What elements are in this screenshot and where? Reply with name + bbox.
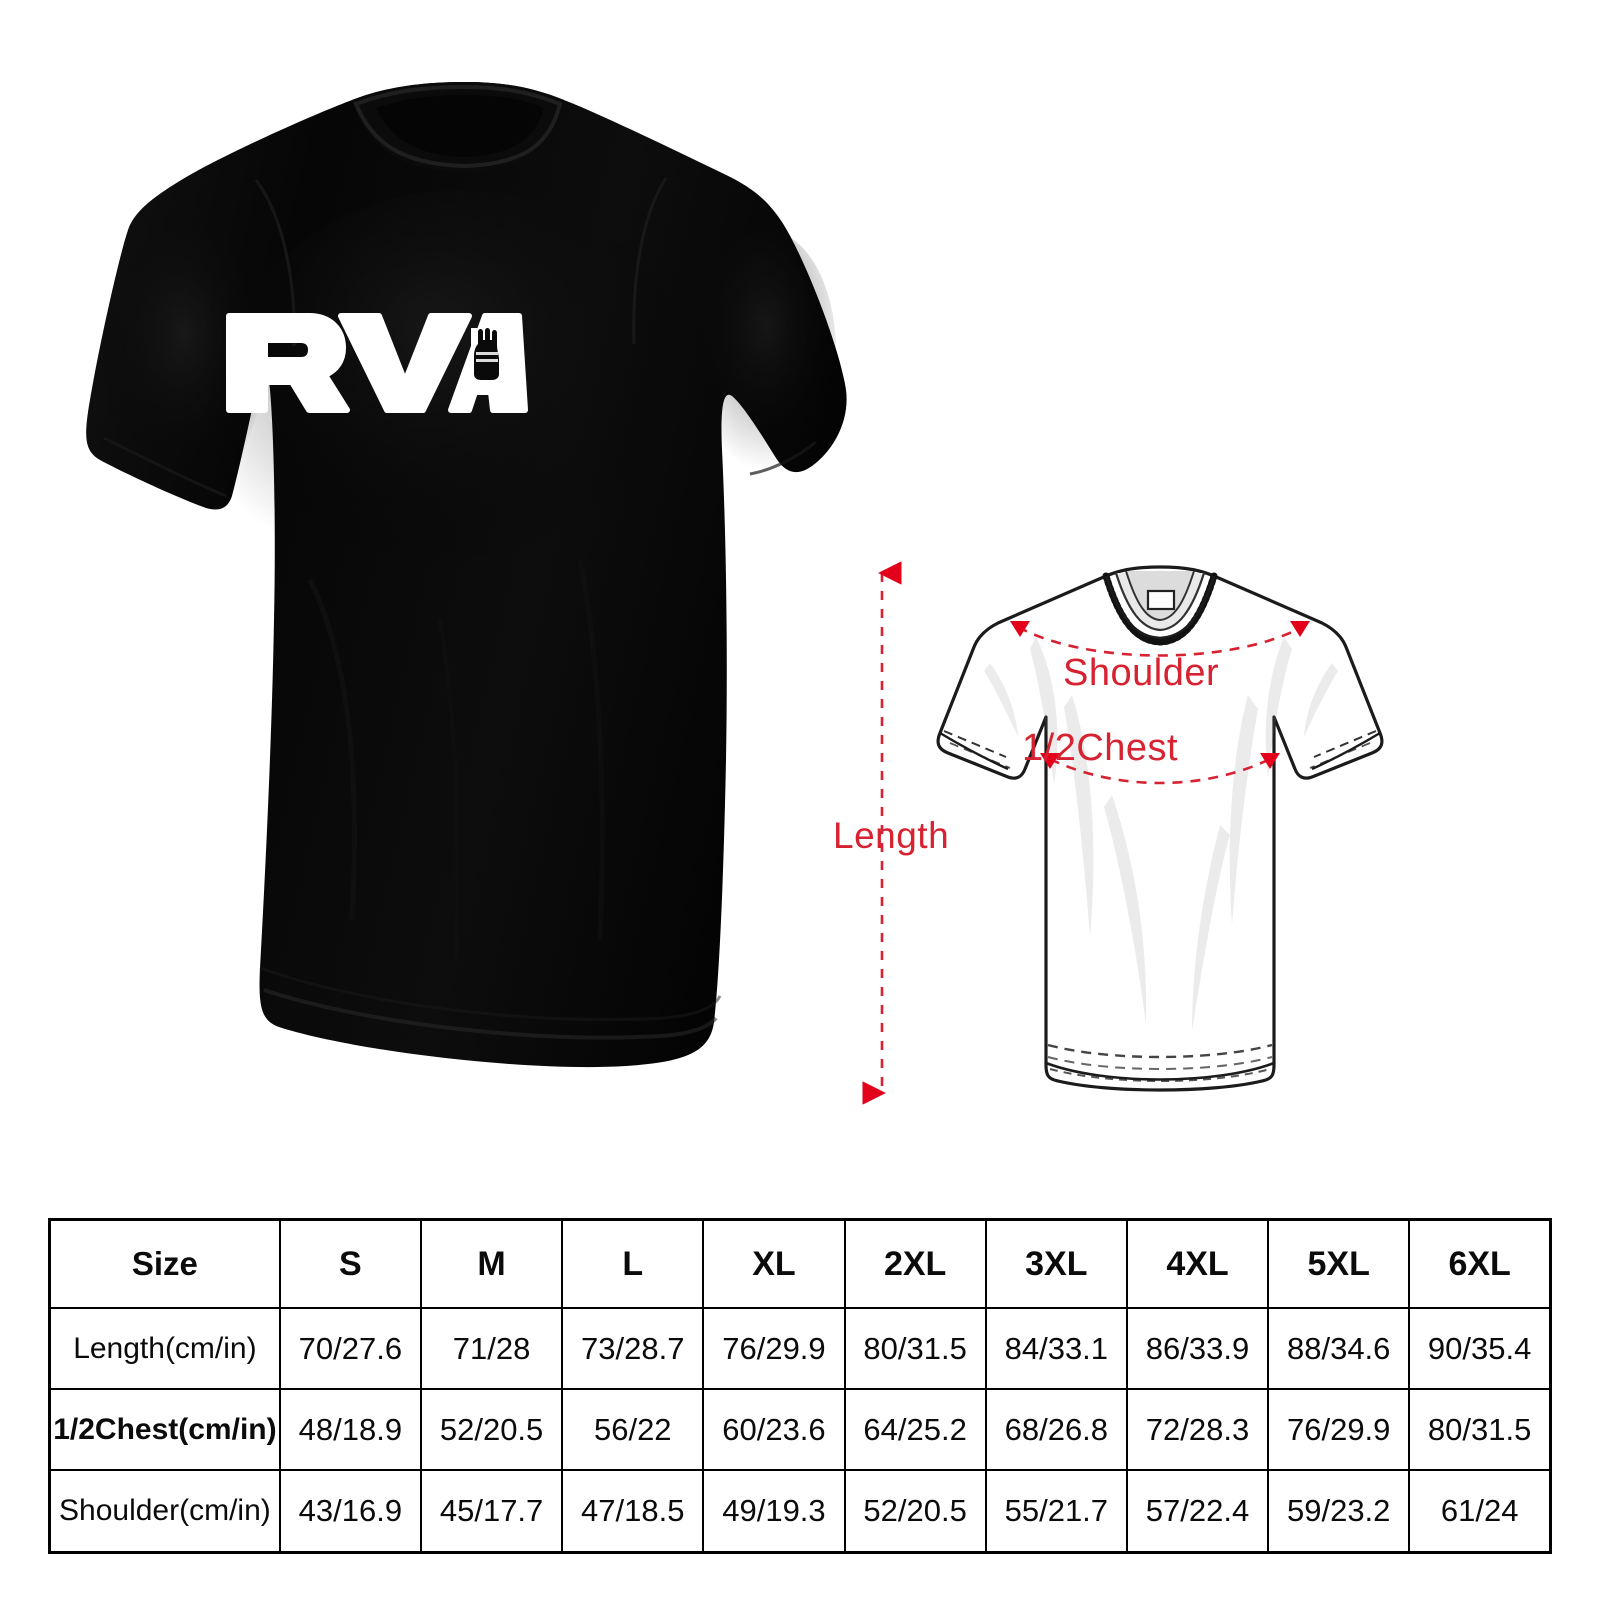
shoulder-measure-label: Shoulder [1063,652,1220,694]
measurement-cell: 76/29.9 [1267,1388,1411,1472]
measurement-cell: 48/18.9 [278,1388,422,1472]
measurement-cell: 55/21.7 [984,1469,1128,1554]
measurement-cell: 88/34.6 [1267,1307,1411,1391]
size-chart: Size S M L XL 2XL 3XL 4XL 5XL 6XL Length(cm/in) 70/… [48,1218,1552,1554]
size-column-header: 6XL [1408,1218,1552,1310]
size-column-header: M [419,1218,564,1310]
measurement-cell: 84/33.1 [984,1307,1128,1391]
measurement-cell: 52/20.5 [843,1469,987,1554]
half-chest-measure-label: 1/2Chest [1022,727,1179,769]
measurement-cell: 80/31.5 [843,1307,987,1391]
measurement-cell: 52/20.5 [419,1388,564,1472]
measurement-cell: 59/23.2 [1267,1469,1411,1554]
measurement-cell: 73/28.7 [561,1307,705,1391]
measurement-cell: 72/28.3 [1125,1388,1270,1472]
half-chest-measure-line [1040,753,1280,785]
measurement-diagram [840,545,1480,1145]
measurement-cell: 43/16.9 [278,1469,422,1554]
measurement-cell: 71/28 [419,1307,564,1391]
measurement-cell: 57/22.4 [1125,1469,1270,1554]
measurement-row-label: Shoulder(cm/in) [48,1469,281,1554]
measurement-cell: 64/25.2 [843,1388,987,1472]
size-column-header: 5XL [1267,1218,1411,1310]
chest-print-logo [213,300,533,425]
size-column-header: L [561,1218,705,1310]
measurement-cell: 49/19.3 [702,1469,846,1554]
measurement-cell: 70/27.6 [278,1307,422,1391]
size-column-header: 4XL [1125,1218,1270,1310]
length-measure-label: Length [833,815,950,856]
product-photo[interactable] [60,60,870,1130]
size-chart-row: Length(cm/in) 70/27.6 71/28 73/28.7 76/29.9 8… [48,1307,1552,1391]
measurement-cell: 47/18.5 [561,1469,705,1554]
measurement-cell: 61/24 [1408,1469,1552,1554]
size-chart-row: Shoulder(cm/in) 43/16.9 45/17.7 47/18.5 49/1… [48,1469,1552,1554]
measurement-cell: 80/31.5 [1408,1388,1552,1472]
size-chart-row: 1/2Chest(cm/in) 48/18.9 52/20.5 56/22 60/23.… [48,1388,1552,1472]
product-imagery-area: Shoulder 1/2Chest Length [60,60,1480,1145]
size-chart-corner-header: Size [48,1218,281,1310]
shoulder-measure-line [1010,621,1310,657]
measurement-cell: 68/26.8 [984,1388,1128,1472]
measurement-row-label: Length(cm/in) [48,1307,281,1391]
raised-fist-icon [471,328,501,382]
measurement-cell: 86/33.9 [1125,1307,1270,1391]
measurement-cell: 76/29.9 [702,1307,846,1391]
measurement-cell: 56/22 [561,1388,705,1472]
size-column-header: 3XL [984,1218,1128,1310]
measurement-cell: 90/35.4 [1408,1307,1552,1391]
size-chart-header-row: Size S M L XL 2XL 3XL 4XL 5XL 6XL [48,1218,1552,1310]
measurement-cell: 45/17.7 [419,1469,564,1554]
size-column-header: XL [702,1218,846,1310]
measurement-row-label: 1/2Chest(cm/in) [48,1388,281,1472]
size-chart-table: Size S M L XL 2XL 3XL 4XL 5XL 6XL Length(cm/in) 70/… [48,1218,1552,1554]
diagram-tshirt-outline [936,565,1384,1092]
measurement-cell: 60/23.6 [702,1388,846,1472]
size-column-header: 2XL [843,1218,987,1310]
size-column-header: S [278,1218,422,1310]
rva-wordmark [226,313,528,413]
